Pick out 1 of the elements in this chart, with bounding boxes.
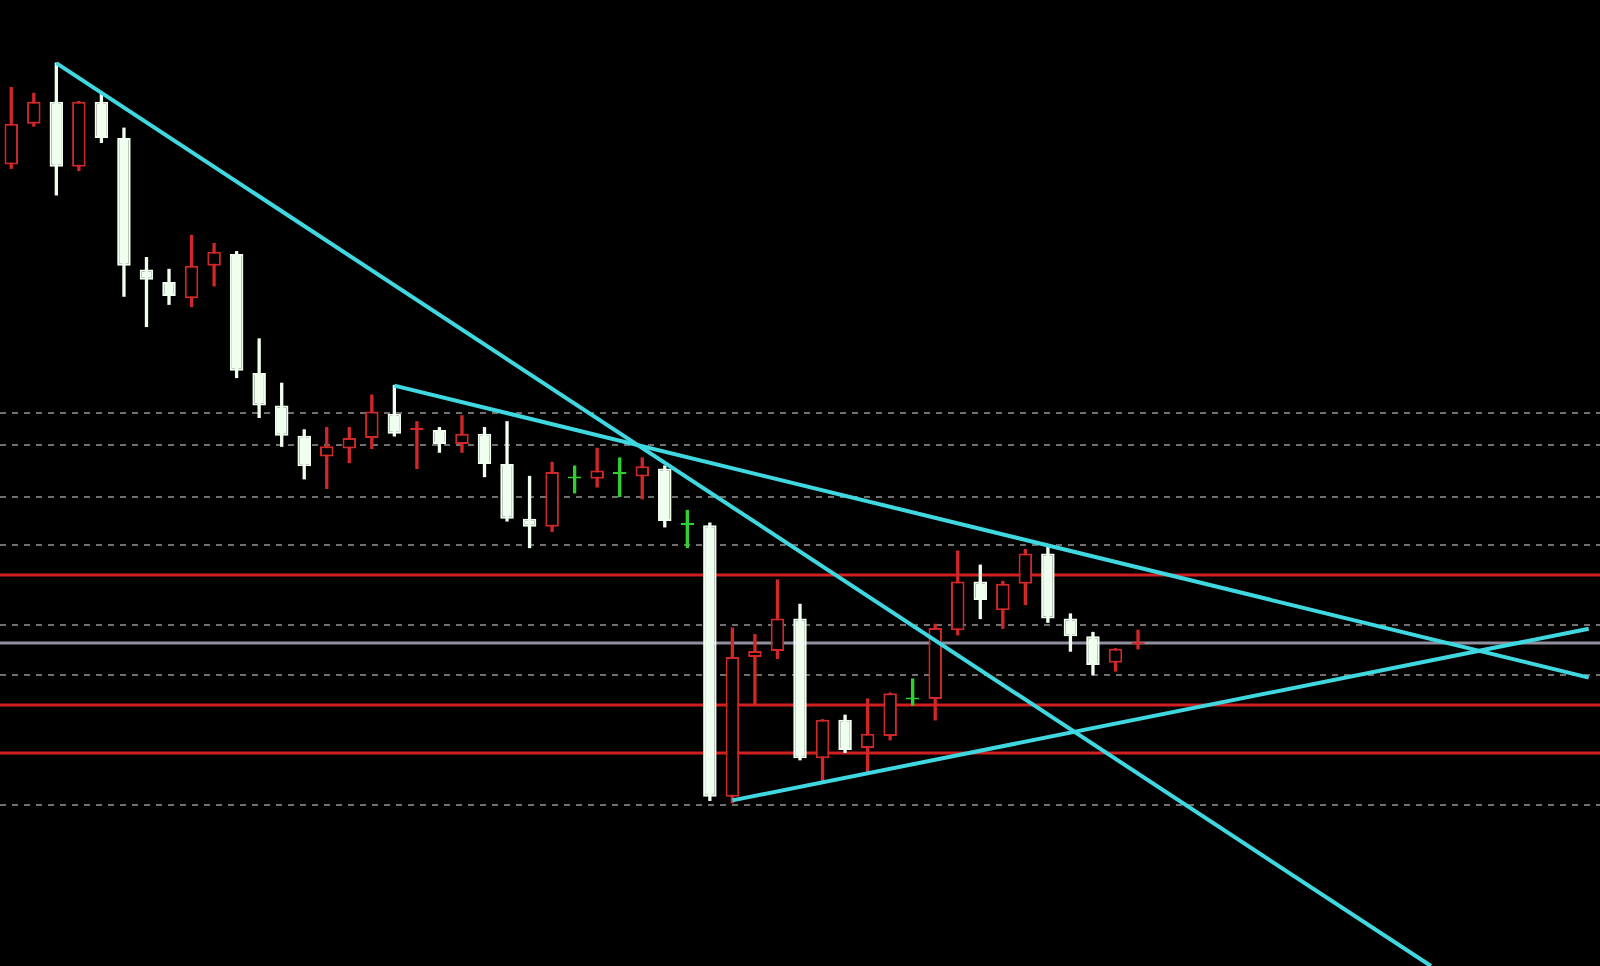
- candlestick: [455, 415, 469, 453]
